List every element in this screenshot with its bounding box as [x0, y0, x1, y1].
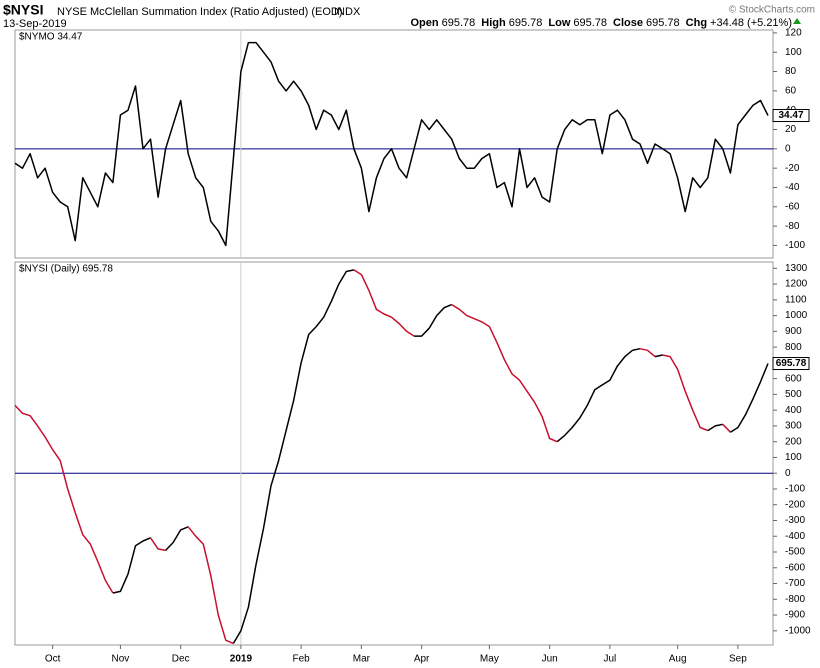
series-line	[149, 537, 166, 552]
y-tick-label: 100	[785, 47, 802, 58]
y-tick-label: 100	[785, 452, 802, 463]
series-line	[451, 303, 558, 443]
y-tick-label: -60	[785, 201, 800, 212]
legend-entry: $NYMO 34.47	[19, 32, 83, 43]
y-tick-label: 400	[785, 405, 802, 416]
series-line	[707, 423, 723, 432]
x-tick-label: Mar	[353, 654, 371, 665]
x-tick-label: Nov	[112, 654, 130, 665]
y-tick-label: 1200	[785, 279, 808, 290]
up-arrow	[793, 18, 801, 24]
y-tick-label: -600	[785, 562, 805, 573]
legend-entry: $NYSI (Daily) 695.78	[19, 264, 113, 275]
quote-value: 695.78	[646, 17, 680, 29]
x-tick-label: Oct	[45, 654, 61, 665]
y-tick-label: -200	[785, 499, 805, 510]
value-tag-label: 695.78	[776, 358, 807, 369]
series-line	[187, 526, 234, 645]
y-tick-label: -500	[785, 547, 805, 558]
y-tick-label: 1000	[785, 310, 808, 321]
y-tick-label: 900	[785, 326, 802, 337]
description: NYSE McClellan Summation Index (Ratio Ad…	[57, 6, 343, 18]
x-tick-label: Sep	[729, 654, 747, 665]
date: 13-Sep-2019	[3, 18, 67, 30]
series-line	[232, 269, 355, 644]
x-tick-label: 2019	[230, 654, 253, 665]
y-tick-label: -100	[785, 240, 805, 251]
y-tick-label: 200	[785, 436, 802, 447]
quote-label: Chg	[686, 17, 707, 29]
y-tick-label: 20	[785, 124, 797, 135]
value-tag	[772, 357, 810, 371]
y-tick-label: 500	[785, 389, 802, 400]
y-tick-label: 300	[785, 421, 802, 432]
symbol: $NYSI	[3, 2, 43, 18]
panel-frame	[14, 29, 774, 259]
y-tick-label: 0	[785, 143, 791, 154]
y-tick-label: 0	[785, 468, 791, 479]
y-tick-label: -300	[785, 515, 805, 526]
x-tick-label: May	[480, 654, 499, 665]
exchange: INDX	[334, 6, 361, 18]
y-tick-label: -1000	[785, 625, 811, 636]
quote-value: 695.78	[509, 17, 543, 29]
series-line	[556, 347, 641, 443]
quote-label: Low	[548, 17, 570, 29]
copyright: © StockCharts.com	[729, 5, 815, 16]
series-line	[14, 404, 114, 594]
x-tick-label: Aug	[669, 654, 687, 665]
series-line	[639, 347, 656, 358]
y-tick-label: 120	[785, 28, 802, 39]
series-line	[654, 354, 663, 358]
series-line	[414, 303, 452, 337]
quote-label: Close	[613, 17, 643, 29]
y-tick-label: -400	[785, 531, 805, 542]
quote-value: 695.78	[442, 17, 476, 29]
y-tick-label: 60	[785, 86, 797, 97]
x-tick-label: Jul	[603, 654, 616, 665]
quote-label: Open	[410, 17, 438, 29]
y-tick-label: 800	[785, 342, 802, 353]
x-tick-label: Feb	[293, 654, 311, 665]
value-tag	[772, 109, 810, 123]
series-line	[112, 537, 151, 594]
y-tick-label: 600	[785, 373, 802, 384]
quote-value: +34.48 (+5.21%)	[710, 17, 792, 29]
y-tick-label: -80	[785, 221, 800, 232]
series-line	[730, 363, 769, 433]
y-tick-label: -800	[785, 594, 805, 605]
panel-frame	[14, 261, 774, 646]
series-line	[165, 526, 189, 551]
series-line	[14, 41, 769, 247]
y-tick-label: -40	[785, 182, 800, 193]
y-tick-label: -20	[785, 163, 800, 174]
y-tick-label: 80	[785, 66, 797, 77]
y-tick-label: -900	[785, 610, 805, 621]
y-tick-label: 1100	[785, 294, 807, 305]
quote: Open 695.78 High 695.78 Low 695.78 Close 695.78…	[410, 17, 792, 29]
y-tick-label: -700	[785, 578, 805, 589]
quote-value: 695.78	[573, 17, 607, 29]
series-line	[722, 423, 731, 433]
y-tick-label: -100	[785, 484, 805, 495]
series-line	[353, 269, 415, 337]
value-tag-label: 34.47	[778, 110, 803, 121]
series-line	[662, 354, 709, 432]
x-tick-label: Jun	[542, 654, 558, 665]
x-tick-label: Apr	[414, 654, 430, 665]
y-tick-label: 1300	[785, 263, 808, 274]
quote-label: High	[481, 17, 506, 29]
x-tick-label: Dec	[172, 654, 190, 665]
